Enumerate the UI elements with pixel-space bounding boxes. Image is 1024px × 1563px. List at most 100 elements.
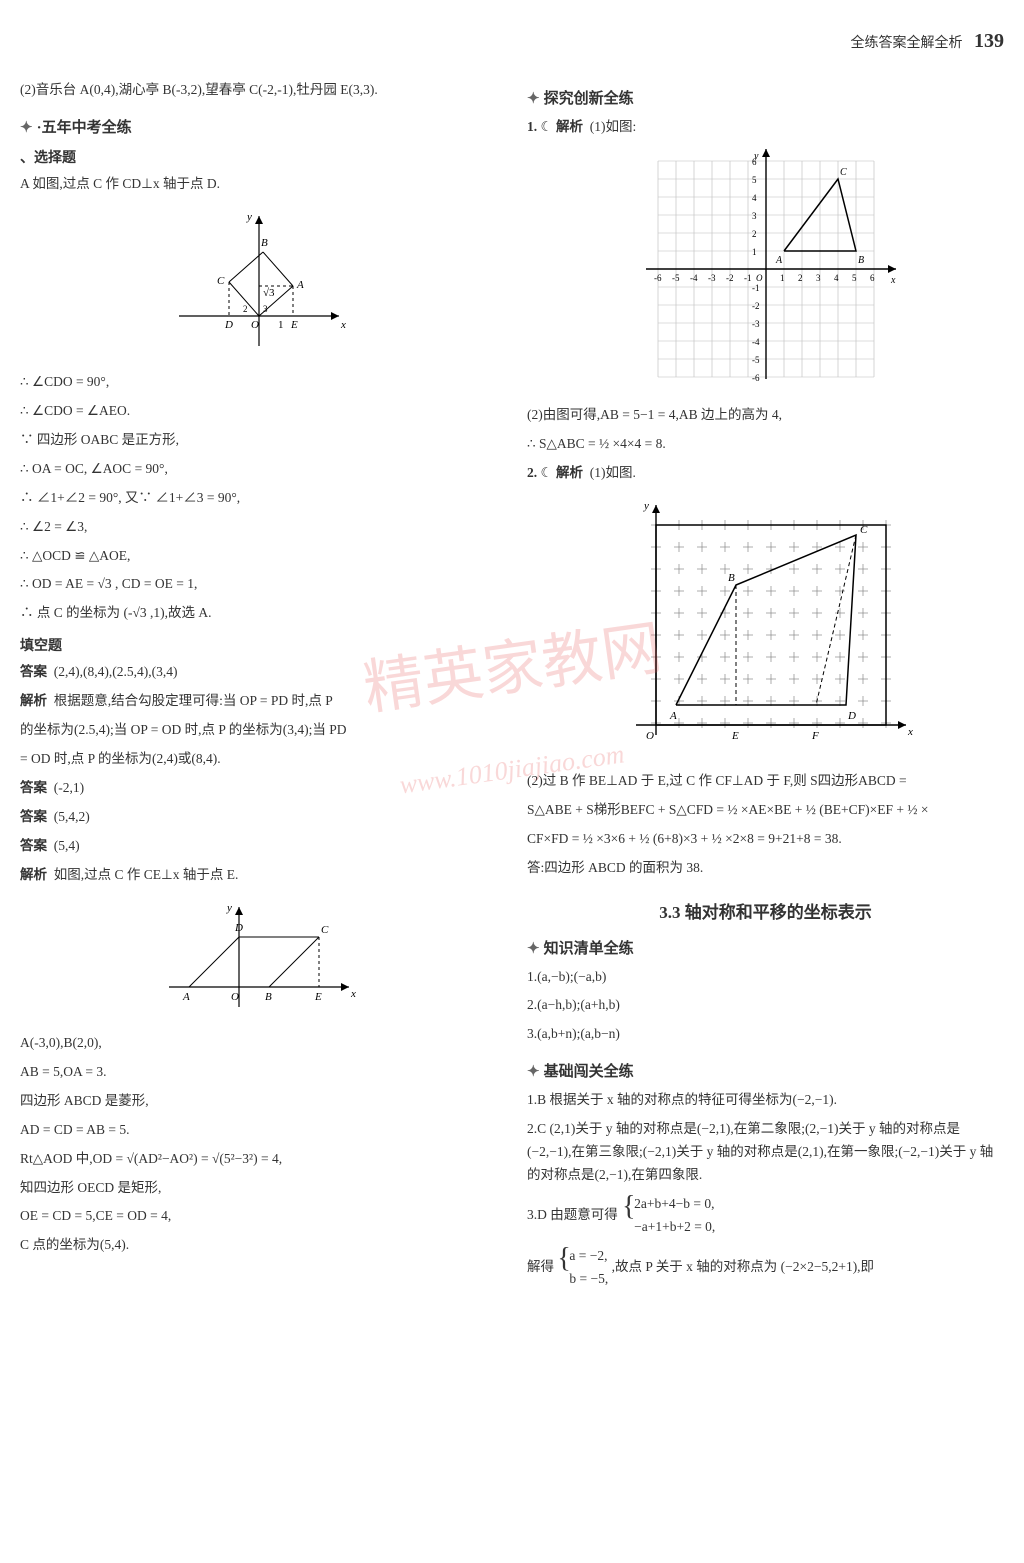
k1: 1.(a,−b);(−a,b) (527, 966, 1004, 989)
svg-text:x: x (907, 726, 913, 738)
exp1-val: 根据题意,结合勾股定理可得:当 OP = PD 时,点 P (54, 693, 333, 708)
svg-text:E: E (731, 730, 739, 742)
svg-text:A: A (669, 710, 677, 722)
svg-text:B: B (728, 572, 735, 584)
svg-text:x: x (350, 988, 356, 1000)
exp1b: 的坐标为(2.5,4);当 OP = OD 时,点 P 的坐标为(3,4);当 … (20, 719, 497, 742)
ans4-val: (5,4) (54, 838, 80, 853)
item1c: ∴ S△ABC = ½ ×4×4 = 8. (527, 433, 1004, 456)
svg-text:x: x (890, 275, 896, 286)
ans1: 答案 (2,4),(8,4),(2.5,4),(3,4) (20, 661, 497, 684)
svg-text:5: 5 (752, 175, 757, 185)
ans3-val: (5,4,2) (54, 809, 90, 824)
svg-text:B: B (858, 255, 864, 266)
b3c: ,故点 P 关于 x 轴的对称点为 (−2×2−5,2+1),即 (612, 1259, 874, 1274)
b3b: 解得 (527, 1259, 554, 1274)
q3: 四边形 ABCD 是菱形, (20, 1090, 497, 1113)
q7: OE = CD = 5,CE = OD = 4, (20, 1205, 497, 1228)
p6: ∴ ∠2 = ∠3, (20, 516, 497, 539)
item1: 1. ☾ 解析 (1)如图: (527, 116, 1004, 139)
b3-eq1-bot: −a+1+b+2 = 0, (634, 1216, 715, 1239)
svg-text:3: 3 (752, 211, 757, 221)
svg-text:C: C (217, 275, 225, 287)
p3: ∵ 四边形 OABC 是正方形, (20, 429, 497, 452)
item2-label: 2. (527, 465, 537, 480)
svg-text:C: C (860, 524, 868, 536)
k2: 2.(a−h,b);(a+h,b) (527, 994, 1004, 1017)
svg-text:D: D (224, 319, 233, 331)
item1-text: (1)如图: (590, 119, 637, 134)
q8: C 点的坐标为(5,4). (20, 1234, 497, 1257)
right-column: 探究创新全练 1. ☾ 解析 (1)如图: -6 -5 -4 -3 -2 -1 1 2 3 4 5 6… (527, 73, 1004, 1297)
svg-text:D: D (847, 710, 856, 722)
svg-text:-4: -4 (690, 273, 698, 283)
k3: 3.(a,b+n);(a,b−n) (527, 1023, 1004, 1046)
exp4: 解析 如图,过点 C 作 CE⊥x 轴于点 E. (20, 864, 497, 887)
svg-text:-1: -1 (744, 273, 752, 283)
exp4-label: 解析 (20, 867, 47, 882)
exp1c: = OD 时,点 P 的坐标为(2,4)或(8,4). (20, 748, 497, 771)
svg-text:2: 2 (752, 229, 757, 239)
svg-text:-1: -1 (752, 283, 760, 293)
svg-text:3: 3 (816, 273, 821, 283)
svg-text:E: E (290, 319, 298, 331)
svg-text:A: A (775, 255, 783, 266)
p2: ∴ ∠CDO = ∠AEO. (20, 400, 497, 423)
b3: 3.D 由题意可得 { 2a+b+4−b = 0, −a+1+b+2 = 0, (527, 1193, 1004, 1239)
svg-text:-6: -6 (654, 273, 662, 283)
item2b: (2)过 B 作 BE⊥AD 于 E,过 C 作 CF⊥AD 于 F,则 S四边… (527, 770, 1004, 793)
exp1: 解析 根据题意,结合勾股定理可得:当 OP = PD 时,点 P (20, 690, 497, 713)
p4: ∴ OA = OC, ∠AOC = 90°, (20, 458, 497, 481)
section-3-3-title: 3.3 轴对称和平移的坐标表示 (527, 898, 1004, 923)
svg-text:O: O (251, 319, 259, 331)
b3-eq2-top: a = −2, (569, 1245, 608, 1268)
svg-text:C: C (840, 167, 847, 178)
svg-text:-3: -3 (708, 273, 716, 283)
svg-text:1: 1 (278, 319, 284, 331)
svg-text:B: B (265, 991, 272, 1003)
svg-text:1: 1 (780, 273, 785, 283)
exp1-label: 解析 (20, 693, 47, 708)
svg-text:4: 4 (834, 273, 839, 283)
svg-text:2: 2 (243, 304, 248, 314)
subheader-fill: 填空题 (20, 635, 497, 655)
ans2: 答案 (-2,1) (20, 777, 497, 800)
q2: AB = 5,OA = 3. (20, 1061, 497, 1084)
svg-text:-4: -4 (752, 337, 760, 347)
moon-icon-2: ☾ (541, 465, 553, 480)
svg-text:5: 5 (852, 273, 857, 283)
ans2-label: 答案 (20, 780, 47, 795)
item2e: 答:四边形 ABCD 的面积为 38. (527, 857, 1004, 880)
figure-3: -6-5-4-3-2-1123456-6-5-4-3-2-1123456 x y… (527, 149, 1004, 394)
item2-tag: 解析 (556, 465, 583, 480)
section-basic: 基础闯关全练 (527, 1060, 1004, 1081)
svg-text:-5: -5 (752, 355, 760, 365)
svg-text:y: y (226, 902, 232, 914)
svg-text:-5: -5 (672, 273, 680, 283)
subheader-choice: 、选择题 (20, 147, 497, 167)
item1-label: 1. (527, 119, 537, 134)
section-knowledge: 知识清单全练 (527, 937, 1004, 958)
section-explore: 探究创新全练 (527, 87, 1004, 108)
b1: 1.B 根据关于 x 轴的对称点的特征可得坐标为(−2,−1). (527, 1089, 1004, 1112)
svg-text:C: C (321, 924, 329, 936)
svg-text:A: A (296, 279, 304, 291)
svg-text:F: F (811, 730, 819, 742)
ans3: 答案 (5,4,2) (20, 806, 497, 829)
item1b: (2)由图可得,AB = 5−1 = 4,AB 边上的高为 4, (527, 404, 1004, 427)
page-number: 139 (974, 30, 1004, 52)
svg-text:x: x (340, 319, 346, 331)
svg-text:-3: -3 (752, 319, 760, 329)
svg-text:y: y (753, 151, 759, 162)
svg-text:A: A (182, 991, 190, 1003)
svg-text:4: 4 (752, 193, 757, 203)
svg-text:6: 6 (870, 273, 875, 283)
b3b-line: 解得 { a = −2, b = −5, ,故点 P 关于 x 轴的对称点为 (… (527, 1245, 1004, 1291)
svg-text:-2: -2 (752, 301, 760, 311)
p5: ∴ ∠1+∠2 = 90°, 又∵ ∠1+∠3 = 90°, (20, 487, 497, 510)
svg-text:B: B (261, 237, 268, 249)
svg-text:-2: -2 (726, 273, 734, 283)
svg-text:O: O (231, 991, 239, 1003)
q1: A(-3,0),B(2,0), (20, 1032, 497, 1055)
p7: ∴ △OCD ≌ △AOE, (20, 545, 497, 568)
